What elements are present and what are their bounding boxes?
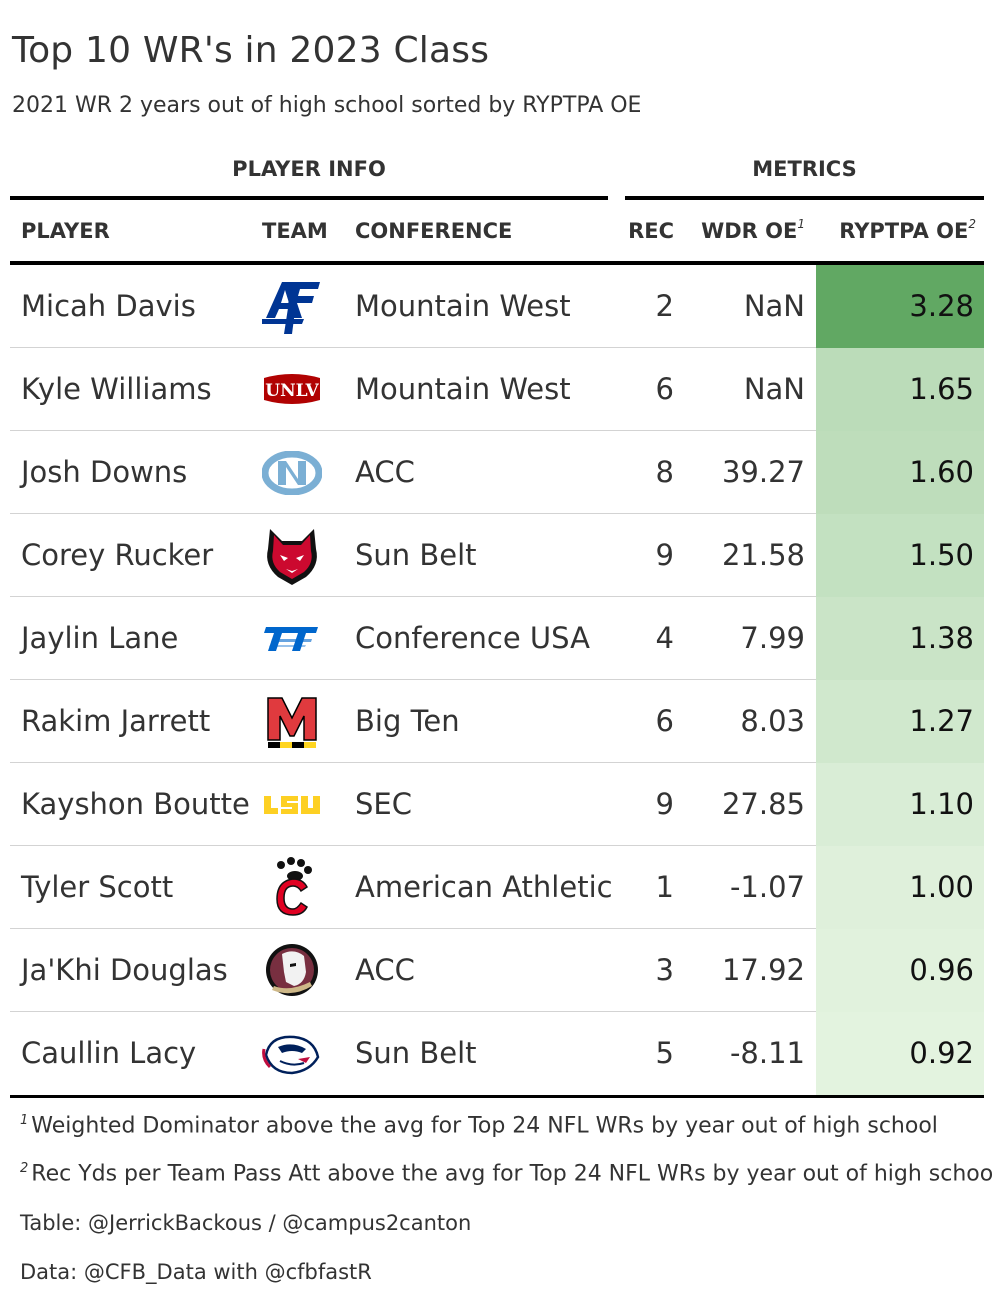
wdr-oe-cell: -1.07 <box>729 870 805 904</box>
player-name-cell: Kyle Williams <box>21 372 212 406</box>
wdr-oe-cell: 7.99 <box>740 621 805 655</box>
ryptpa-oe-cell: 1.65 <box>816 348 984 431</box>
player-name-cell: Jaylin Lane <box>21 621 179 655</box>
player-name-cell: Corey Rucker <box>21 538 214 572</box>
spanner-metrics: METRICS <box>752 157 857 181</box>
unlv-logo: UNLV <box>262 348 322 431</box>
footnote-mark: 2 <box>20 1161 29 1176</box>
footnote-mark: 1 <box>20 1113 29 1128</box>
wdr-oe-cell: 21.58 <box>721 538 805 572</box>
footnote-text: Weighted Dominator above the avg for Top… <box>31 1113 938 1139</box>
rec-cell: 1 <box>655 870 674 904</box>
rec-cell: 9 <box>655 787 674 821</box>
table-row: Caullin Lacy Sun Belt 5 -8.11 0.92 <box>10 1012 984 1095</box>
conference-cell: American Athletic <box>355 870 613 904</box>
ryptpa-oe-cell: 1.27 <box>816 680 984 763</box>
footnote-1: 1 Weighted Dominator above the avg for To… <box>20 1113 938 1138</box>
ryptpa-oe-cell: 0.92 <box>816 1012 984 1095</box>
table-row: Micah Davis Mountain West 2 NaN 3.28 <box>10 265 984 348</box>
conference-cell: ACC <box>355 953 415 987</box>
conference-cell: Mountain West <box>355 372 571 406</box>
spanner-player-info: PLAYER INFO <box>232 157 386 181</box>
ryptpa-oe-cell: 1.00 <box>816 846 984 929</box>
cincinnati-logo <box>262 846 322 929</box>
table-bottom-rule <box>10 1095 984 1098</box>
wdr-oe-cell: 27.85 <box>721 787 805 821</box>
table-row: Tyler Scott American Athletic 1 -1.07 1.00 <box>10 846 984 929</box>
ryptpa-oe-cell: 1.50 <box>816 514 984 597</box>
rec-cell: 2 <box>655 289 674 323</box>
header-rule <box>10 261 984 265</box>
south-alabama-logo <box>262 1012 322 1095</box>
player-name-cell: Tyler Scott <box>21 870 174 904</box>
column-header-conference: CONFERENCE <box>355 219 513 243</box>
ryptpa-oe-cell: 1.60 <box>816 431 984 514</box>
wdr-oe-cell: NaN <box>743 289 805 323</box>
maryland-logo <box>262 680 322 763</box>
table-row: Jaylin Lane Conference USA 4 7.99 1.38 <box>10 597 984 680</box>
rec-cell: 9 <box>655 538 674 572</box>
table-row: Ja'Khi Douglas ACC 3 17.92 0.96 <box>10 929 984 1012</box>
spanner-player-info-rule <box>10 196 608 200</box>
wdr-oe-cell: 39.27 <box>721 455 805 489</box>
ryptpa-oe-cell: 3.28 <box>816 265 984 348</box>
table-subtitle: 2021 WR 2 years out of high school sorte… <box>12 93 642 118</box>
table-body: Micah Davis Mountain West 2 NaN 3.28 Kyle Wil… <box>10 265 984 1095</box>
rec-cell: 4 <box>655 621 674 655</box>
player-name-cell: Ja'Khi Douglas <box>21 953 228 987</box>
arkansas-state-logo <box>262 514 322 597</box>
ryptpa-oe-cell: 1.38 <box>816 597 984 680</box>
conference-cell: Big Ten <box>355 704 460 738</box>
rec-cell: 3 <box>655 953 674 987</box>
spanner-metrics-rule <box>625 196 984 200</box>
column-header-wdr-oe: WDR OE1 <box>701 217 805 243</box>
column-header-rec: REC <box>628 219 674 243</box>
player-name-cell: Caullin Lacy <box>21 1036 197 1070</box>
conference-cell: Mountain West <box>355 289 571 323</box>
source-data-credit: Data: @CFB_Data with @cfbfastR <box>20 1260 372 1284</box>
table-row: Rakim Jarrett Big Ten 6 8.03 1.27 <box>10 680 984 763</box>
lsu-logo <box>262 763 322 846</box>
footnote-mark: 2 <box>968 217 976 231</box>
wdr-oe-cell: -8.11 <box>729 1036 805 1070</box>
rec-cell: 6 <box>655 704 674 738</box>
conference-cell: ACC <box>355 455 415 489</box>
florida-state-logo <box>262 929 322 1012</box>
air-force-logo <box>262 265 322 348</box>
table-row: Kayshon Boutte SEC 9 27.85 1.10 <box>10 763 984 846</box>
column-header-team: TEAM <box>262 219 328 243</box>
footnote-text: Rec Yds per Team Pass Att above the avg … <box>31 1161 994 1187</box>
conference-cell: Conference USA <box>355 621 590 655</box>
table-title: Top 10 WR's in 2023 Class <box>12 30 490 71</box>
conference-cell: Sun Belt <box>355 538 477 572</box>
player-name-cell: Rakim Jarrett <box>21 704 211 738</box>
column-header-player: PLAYER <box>21 219 110 243</box>
player-name-cell: Kayshon Boutte <box>21 787 250 821</box>
table-row: Kyle Williams UNLV Mountain West 6 NaN 1.65 <box>10 348 984 431</box>
ryptpa-oe-cell: 0.96 <box>816 929 984 1012</box>
player-name-cell: Micah Davis <box>21 289 196 323</box>
source-table-credit: Table: @JerrickBackous / @campus2canton <box>20 1211 472 1235</box>
ryptpa-oe-cell: 1.10 <box>816 763 984 846</box>
table-row: Corey Rucker Sun Belt 9 21.58 1.50 <box>10 514 984 597</box>
middle-tennessee-logo <box>262 597 322 680</box>
player-name-cell: Josh Downs <box>21 455 188 489</box>
conference-cell: Sun Belt <box>355 1036 477 1070</box>
wdr-oe-cell: 8.03 <box>740 704 805 738</box>
conference-cell: SEC <box>355 787 412 821</box>
wdr-oe-cell: 17.92 <box>721 953 805 987</box>
north-carolina-logo <box>262 431 322 514</box>
table-row: Josh Downs ACC 8 39.27 1.60 <box>10 431 984 514</box>
rec-cell: 5 <box>655 1036 674 1070</box>
footnote-mark: 1 <box>797 217 805 231</box>
rec-cell: 6 <box>655 372 674 406</box>
svg-text:UNLV: UNLV <box>265 381 319 401</box>
wdr-oe-cell: NaN <box>743 372 805 406</box>
rec-cell: 8 <box>655 455 674 489</box>
column-header-ryptpa-oe: RYPTPA OE2 <box>839 217 976 243</box>
footnote-2: 2 Rec Yds per Team Pass Att above the avg… <box>20 1161 994 1186</box>
